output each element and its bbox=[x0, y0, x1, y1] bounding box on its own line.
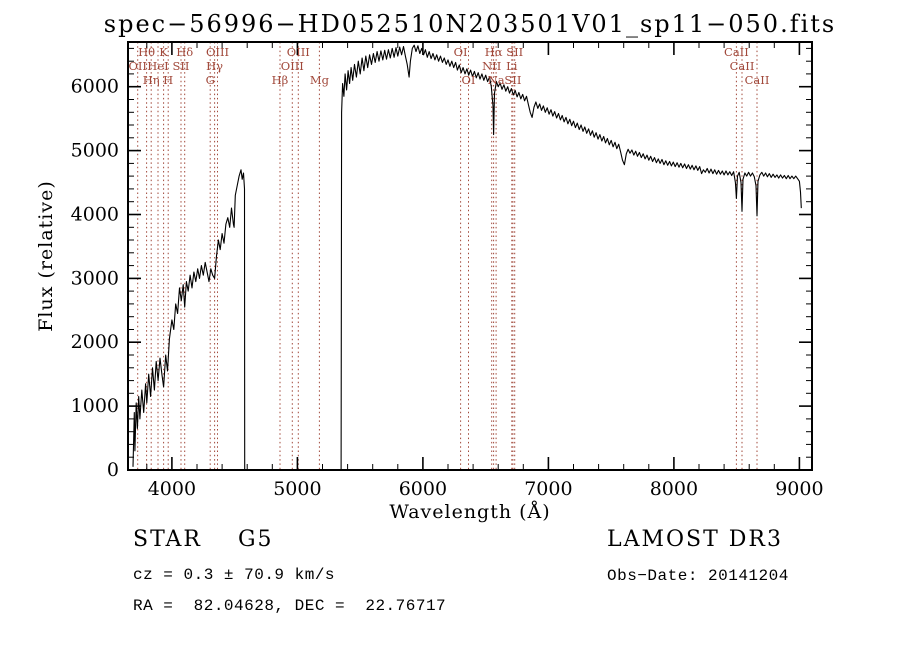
x-tick-label: 9000 bbox=[775, 478, 823, 500]
x-tick-label: 6000 bbox=[399, 478, 447, 500]
spectral-marker-label: SII bbox=[504, 73, 521, 87]
spectral-marker-label: Hη bbox=[143, 73, 160, 87]
spectral-marker-label: Hδ bbox=[176, 45, 193, 59]
y-tick-label: 2000 bbox=[71, 331, 119, 353]
plot-border bbox=[127, 41, 813, 471]
y-tick-label: 4000 bbox=[71, 203, 119, 225]
spectral-marker-label: OI bbox=[454, 45, 468, 59]
x-tick-label: 4000 bbox=[148, 478, 196, 500]
spectral-marker-label: SII bbox=[173, 59, 190, 73]
x-tick-label: 5000 bbox=[273, 478, 321, 500]
spectral-marker-label: Hβ bbox=[272, 73, 289, 87]
spectral-marker-label: Na bbox=[488, 73, 505, 87]
spectral-marker-label: CaII bbox=[724, 45, 749, 59]
spectral-marker-label: Hγ bbox=[206, 59, 223, 73]
spectral-marker-label: Hα bbox=[485, 45, 503, 59]
spectral-marker-label: K bbox=[159, 45, 168, 59]
spectral-marker-label: OIII bbox=[287, 45, 310, 59]
spectral-marker-label: OIII bbox=[206, 45, 229, 59]
ra-dec-coordinates: RA = 82.04628, DEC = 22.76717 bbox=[133, 597, 447, 615]
y-tick-label: 6000 bbox=[71, 76, 119, 98]
survey-label: LAMOST DR3 bbox=[607, 527, 783, 552]
y-axis-label: Flux (relative) bbox=[35, 180, 57, 332]
spectral-marker-label: OIII bbox=[281, 59, 304, 73]
x-tick-label: 7000 bbox=[524, 478, 572, 500]
plot-title: spec−56996−HD052510N203501V01_sp11−050.f… bbox=[103, 10, 837, 38]
object-class-label: STAR G5 bbox=[133, 527, 274, 552]
spectral-marker-label: Hθ bbox=[138, 45, 155, 59]
spectral-marker-label: OII bbox=[128, 59, 147, 73]
x-axis-label: Wavelength (Å) bbox=[389, 501, 551, 523]
spectrum-line bbox=[132, 44, 802, 471]
y-tick-label: 5000 bbox=[71, 140, 119, 162]
spectral-marker-label: SII bbox=[506, 45, 523, 59]
spectral-marker-label: NII bbox=[482, 59, 501, 73]
y-tick-label: 1000 bbox=[71, 395, 119, 417]
y-tick-label: 3000 bbox=[71, 267, 119, 289]
spectral-marker-label: H bbox=[163, 73, 173, 87]
spectral-marker-label: G bbox=[206, 73, 215, 87]
x-tick-label: 8000 bbox=[650, 478, 698, 500]
spectral-marker-label: CaII bbox=[745, 73, 770, 87]
spectral-marker-label: CaII bbox=[730, 59, 755, 73]
cz-value: cz = 0.3 ± 70.9 km/s bbox=[133, 566, 336, 584]
spectral-marker-label: OI bbox=[462, 73, 476, 87]
y-tick-label: 0 bbox=[107, 459, 119, 481]
obs-date: Obs−Date: 20141204 bbox=[607, 567, 789, 585]
spectral-marker-label: HeI bbox=[147, 59, 168, 73]
spectral-marker-label: Li bbox=[506, 59, 518, 73]
spectral-marker-label: Mg bbox=[310, 73, 330, 87]
